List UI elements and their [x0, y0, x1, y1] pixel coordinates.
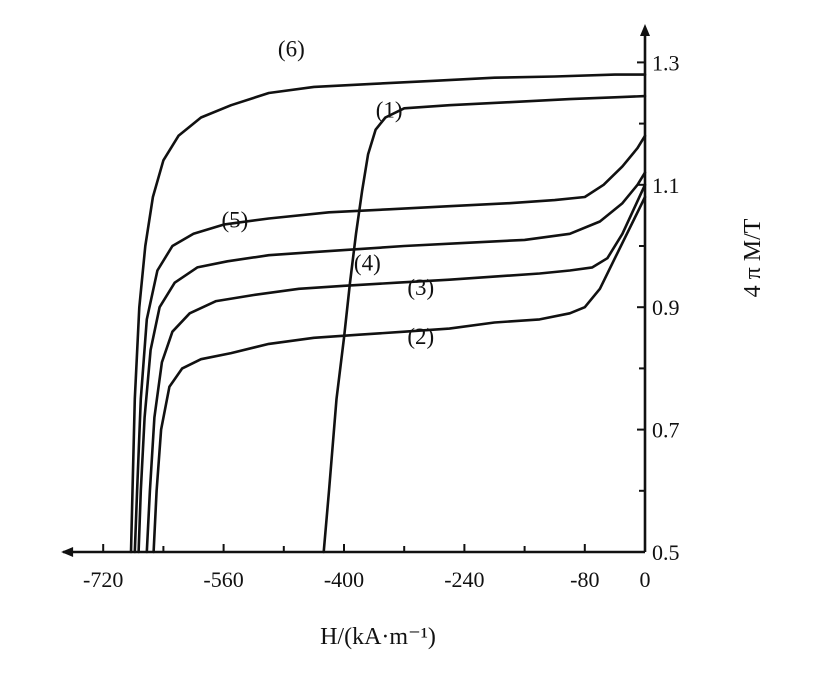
curve-label: (2) [407, 324, 434, 349]
axes: -720 -560 -400 -240 -80 00.5 0.7 0.9 1.1 1.3 [61, 24, 680, 592]
curve-label: (1) [376, 97, 403, 122]
curve-2 [322, 94, 647, 554]
y-axis-title: 4 π M/T [740, 218, 766, 297]
y-axis-arrow [640, 24, 650, 37]
y-tick-label: 0.7 [652, 418, 680, 443]
y-tick-label: 1.3 [652, 50, 680, 75]
curve-6 [152, 195, 647, 554]
curve-label: (5) [221, 208, 248, 233]
curve-3 [133, 134, 647, 554]
y-tick-label: 1.1 [652, 173, 680, 198]
x-axis-title: H/(kA·m⁻¹) [320, 624, 436, 650]
x-tick-label: -560 [203, 567, 243, 592]
x-tick-label: -240 [444, 567, 484, 592]
y-tick-label: 0.5 [652, 540, 680, 565]
curve-label: (6) [278, 36, 305, 61]
x-axis-arrow [61, 547, 74, 557]
curves [129, 73, 647, 554]
curve-label: (3) [407, 275, 434, 300]
curve-1 [129, 73, 647, 554]
y-tick-label: 0.9 [652, 295, 680, 320]
x-tick-label: 0 [640, 567, 651, 592]
curve-label: (4) [354, 250, 381, 275]
labels: (6) (1) (5) (4) (3) (2) [221, 36, 434, 349]
x-tick-label: -720 [83, 567, 123, 592]
x-tick-label: -400 [324, 567, 364, 592]
x-tick-label: -80 [570, 567, 599, 592]
curve-4 [137, 171, 647, 554]
curve-5 [145, 183, 647, 554]
